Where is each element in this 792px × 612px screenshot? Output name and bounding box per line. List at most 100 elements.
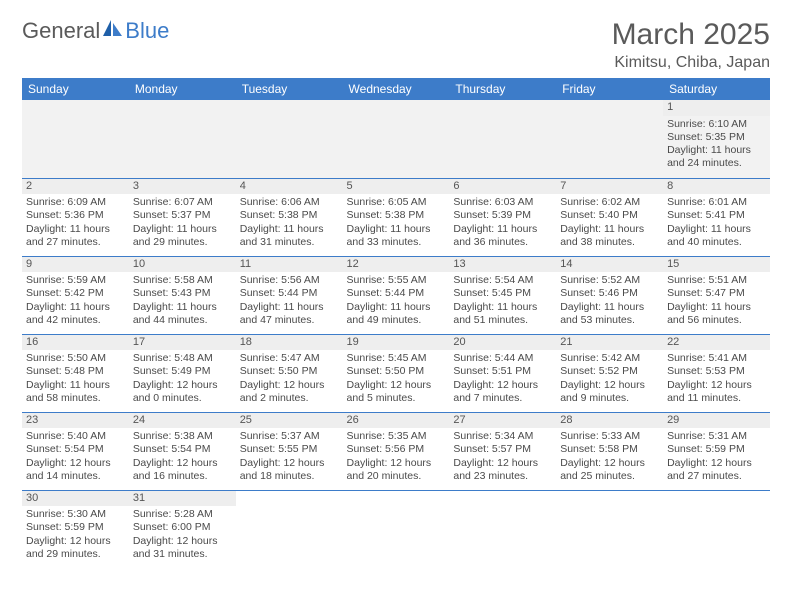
daylight-line: Daylight: 12 hours and 18 minutes.: [240, 457, 339, 483]
calendar-cell: 25Sunrise: 5:37 AMSunset: 5:55 PMDayligh…: [236, 412, 343, 490]
calendar-cell: 24Sunrise: 5:38 AMSunset: 5:54 PMDayligh…: [129, 412, 236, 490]
calendar-cell: [236, 490, 343, 568]
sunset-line: Sunset: 5:54 PM: [133, 443, 232, 456]
calendar-cell: 20Sunrise: 5:44 AMSunset: 5:51 PMDayligh…: [449, 334, 556, 412]
brand-word-1: General: [22, 18, 100, 44]
day-number: 16: [22, 335, 129, 351]
sunrise-line: Sunrise: 5:41 AM: [667, 352, 766, 365]
calendar-cell: [663, 490, 770, 568]
sunrise-line: Sunrise: 6:06 AM: [240, 196, 339, 209]
daylight-line: Daylight: 11 hours and 58 minutes.: [26, 379, 125, 405]
sunset-line: Sunset: 5:49 PM: [133, 365, 232, 378]
daylight-line: Daylight: 12 hours and 16 minutes.: [133, 457, 232, 483]
sunset-line: Sunset: 5:45 PM: [453, 287, 552, 300]
daylight-line: Daylight: 11 hours and 33 minutes.: [347, 223, 446, 249]
sunset-line: Sunset: 5:46 PM: [560, 287, 659, 300]
day-number: 4: [236, 179, 343, 195]
calendar-cell: 12Sunrise: 5:55 AMSunset: 5:44 PMDayligh…: [343, 256, 450, 334]
calendar-row: 9Sunrise: 5:59 AMSunset: 5:42 PMDaylight…: [22, 256, 770, 334]
daylight-line: Daylight: 12 hours and 5 minutes.: [347, 379, 446, 405]
sunrise-line: Sunrise: 5:58 AM: [133, 274, 232, 287]
sunrise-line: Sunrise: 6:10 AM: [667, 118, 766, 131]
sunset-line: Sunset: 6:00 PM: [133, 521, 232, 534]
calendar-body: 1 Sunrise: 6:10 AMSunset: 5:35 PM Daylight…: [22, 100, 770, 568]
day-number: 31: [129, 491, 236, 507]
daylight-line: Daylight: 12 hours and 29 minutes.: [26, 535, 125, 561]
sail-icon: [102, 18, 124, 44]
calendar-cell: 26Sunrise: 5:35 AMSunset: 5:56 PMDayligh…: [343, 412, 450, 490]
day-number: 17: [129, 335, 236, 351]
day-number: 23: [22, 413, 129, 429]
sunset-line: Sunset: 5:41 PM: [667, 209, 766, 222]
calendar-cell: 17Sunrise: 5:48 AMSunset: 5:49 PMDayligh…: [129, 334, 236, 412]
daylight-line: Daylight: 12 hours and 31 minutes.: [133, 535, 232, 561]
day-number: 11: [236, 257, 343, 273]
daylight-line: Daylight: 11 hours and 40 minutes.: [667, 223, 766, 249]
weekday-header: Thursday: [449, 78, 556, 100]
daylight-line: Daylight: 11 hours and 36 minutes.: [453, 223, 552, 249]
calendar-cell: 8Sunrise: 6:01 AMSunset: 5:41 PMDaylight…: [663, 178, 770, 256]
calendar-cell: 5Sunrise: 6:05 AMSunset: 5:38 PMDaylight…: [343, 178, 450, 256]
sunset-line: Sunset: 5:52 PM: [560, 365, 659, 378]
sunrise-line: Sunrise: 6:09 AM: [26, 196, 125, 209]
calendar-cell: 31Sunrise: 5:28 AMSunset: 6:00 PMDayligh…: [129, 490, 236, 568]
sunset-line: Sunset: 5:58 PM: [560, 443, 659, 456]
daylight-line: Daylight: 11 hours and 44 minutes.: [133, 301, 232, 327]
page-title: March 2025: [612, 18, 770, 52]
daylight-line: Daylight: 11 hours and 38 minutes.: [560, 223, 659, 249]
calendar-cell: 10Sunrise: 5:58 AMSunset: 5:43 PMDayligh…: [129, 256, 236, 334]
header: General Blue March 2025 Kimitsu, Chiba, …: [22, 18, 770, 72]
sunset-line: Sunset: 5:39 PM: [453, 209, 552, 222]
calendar-cell: 30Sunrise: 5:30 AMSunset: 5:59 PMDayligh…: [22, 490, 129, 568]
sunset-line: Sunset: 5:44 PM: [347, 287, 446, 300]
calendar-cell: 14Sunrise: 5:52 AMSunset: 5:46 PMDayligh…: [556, 256, 663, 334]
calendar-cell: 15Sunrise: 5:51 AMSunset: 5:47 PMDayligh…: [663, 256, 770, 334]
daylight-line: Daylight: 12 hours and 27 minutes.: [667, 457, 766, 483]
calendar-cell: [343, 490, 450, 568]
calendar-cell: 1Sunrise: 6:10 AMSunset: 5:35 PMDaylight…: [663, 100, 770, 178]
calendar-table: SundayMondayTuesdayWednesdayThursdayFrid…: [22, 78, 770, 568]
day-number: 20: [449, 335, 556, 351]
calendar-cell: 2Sunrise: 6:09 AMSunset: 5:36 PMDaylight…: [22, 178, 129, 256]
sunrise-line: Sunrise: 5:33 AM: [560, 430, 659, 443]
weekday-header: Monday: [129, 78, 236, 100]
daylight-line: Daylight: 11 hours and 53 minutes.: [560, 301, 659, 327]
sunset-line: Sunset: 5:53 PM: [667, 365, 766, 378]
sunrise-line: Sunrise: 6:05 AM: [347, 196, 446, 209]
day-number: 7: [556, 179, 663, 195]
day-number: 1: [663, 100, 770, 116]
day-number: 10: [129, 257, 236, 273]
calendar-cell: [236, 100, 343, 178]
sunrise-line: Sunrise: 5:42 AM: [560, 352, 659, 365]
sunrise-line: Sunrise: 5:51 AM: [667, 274, 766, 287]
calendar-cell: 29Sunrise: 5:31 AMSunset: 5:59 PMDayligh…: [663, 412, 770, 490]
day-number: 2: [22, 179, 129, 195]
calendar-row: 16Sunrise: 5:50 AMSunset: 5:48 PMDayligh…: [22, 334, 770, 412]
calendar-cell: 11Sunrise: 5:56 AMSunset: 5:44 PMDayligh…: [236, 256, 343, 334]
calendar-row: 30Sunrise: 5:30 AMSunset: 5:59 PMDayligh…: [22, 490, 770, 568]
sunrise-line: Sunrise: 5:45 AM: [347, 352, 446, 365]
calendar-row: 2Sunrise: 6:09 AMSunset: 5:36 PMDaylight…: [22, 178, 770, 256]
title-block: March 2025 Kimitsu, Chiba, Japan: [612, 18, 770, 72]
sunset-line: Sunset: 5:50 PM: [347, 365, 446, 378]
sunset-line: Sunset: 5:35 PM: [667, 131, 766, 144]
daylight-line: Daylight: 12 hours and 14 minutes.: [26, 457, 125, 483]
sunrise-line: Sunrise: 5:56 AM: [240, 274, 339, 287]
sunset-line: Sunset: 5:55 PM: [240, 443, 339, 456]
daylight-line: Daylight: 12 hours and 25 minutes.: [560, 457, 659, 483]
sunset-line: Sunset: 5:44 PM: [240, 287, 339, 300]
calendar-cell: 9Sunrise: 5:59 AMSunset: 5:42 PMDaylight…: [22, 256, 129, 334]
calendar-cell: 28Sunrise: 5:33 AMSunset: 5:58 PMDayligh…: [556, 412, 663, 490]
daylight-line: Daylight: 12 hours and 20 minutes.: [347, 457, 446, 483]
calendar-cell: [556, 100, 663, 178]
daylight-line: Daylight: 11 hours and 31 minutes.: [240, 223, 339, 249]
sunrise-line: Sunrise: 5:28 AM: [133, 508, 232, 521]
weekday-header: Sunday: [22, 78, 129, 100]
calendar-cell: 21Sunrise: 5:42 AMSunset: 5:52 PMDayligh…: [556, 334, 663, 412]
calendar-cell: [449, 490, 556, 568]
calendar-cell: 16Sunrise: 5:50 AMSunset: 5:48 PMDayligh…: [22, 334, 129, 412]
day-number: 3: [129, 179, 236, 195]
daylight-line: Daylight: 12 hours and 23 minutes.: [453, 457, 552, 483]
sunrise-line: Sunrise: 5:35 AM: [347, 430, 446, 443]
day-number: 30: [22, 491, 129, 507]
